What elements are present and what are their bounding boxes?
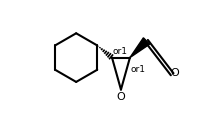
Text: or1: or1: [113, 47, 128, 56]
Text: O: O: [116, 92, 125, 102]
Text: O: O: [170, 68, 179, 78]
Polygon shape: [130, 38, 150, 58]
Text: or1: or1: [131, 65, 146, 74]
